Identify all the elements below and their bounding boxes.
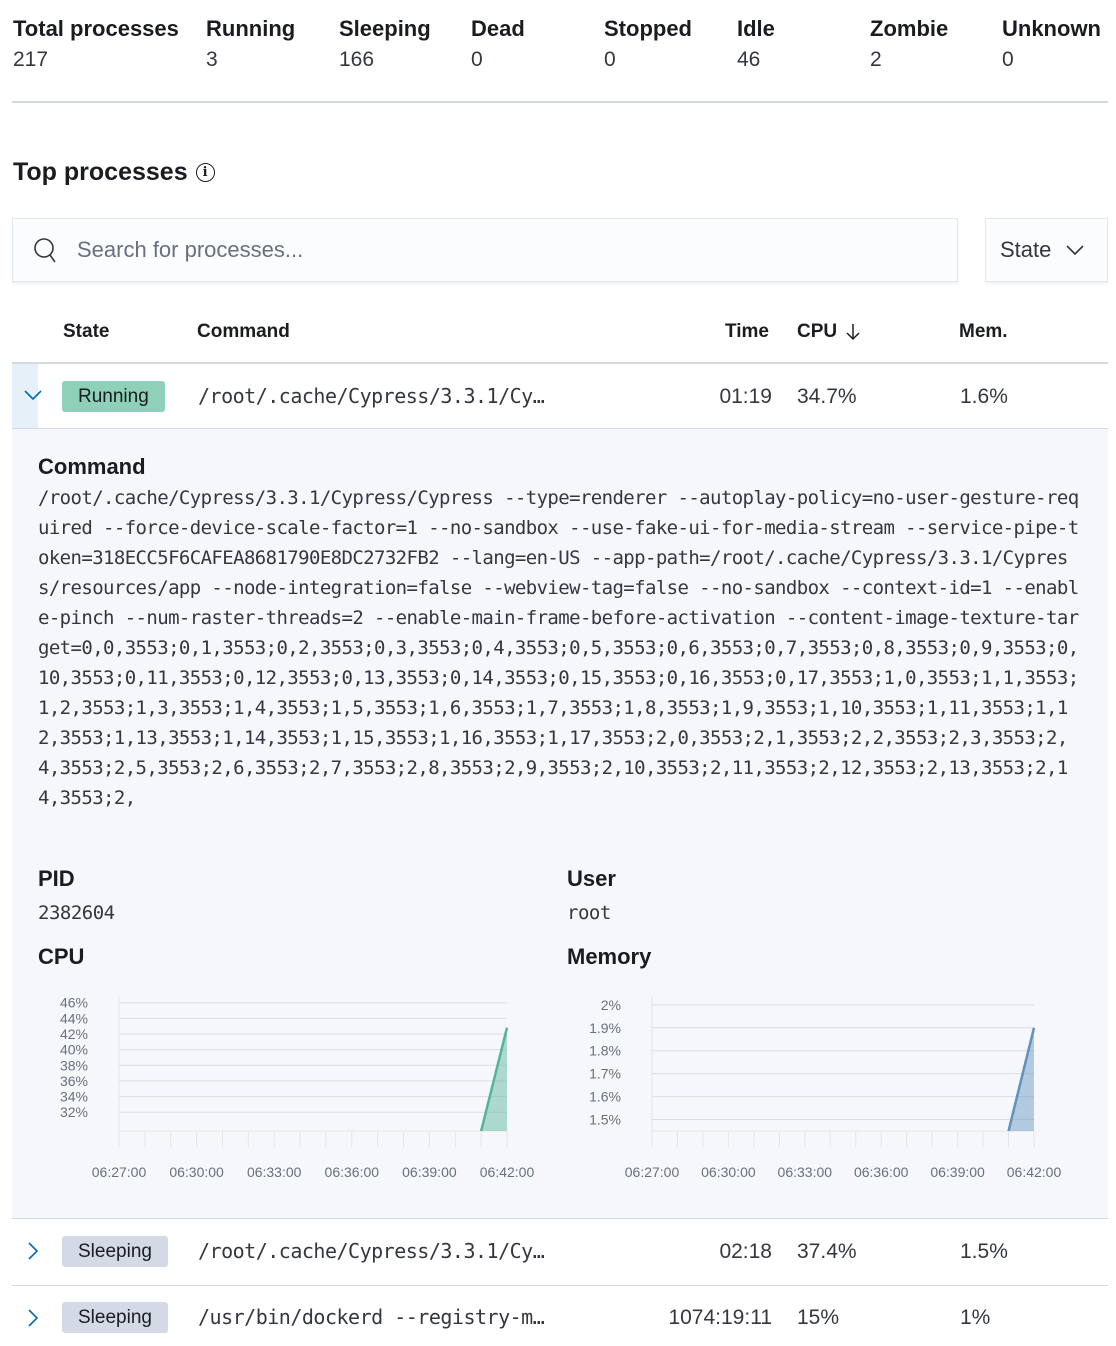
pid-value: 2382604: [38, 902, 115, 924]
command-cell: /root/.cache/Cypress/3.3.1/Cy…: [198, 1239, 545, 1263]
section-title: Top processes i: [13, 158, 215, 187]
y-tick-label: 38%: [60, 1057, 88, 1073]
summary-label: Stopped: [604, 16, 692, 41]
x-tick-label: 06:30:00: [169, 1164, 224, 1180]
full-command: /root/.cache/Cypress/3.3.1/Cypress/Cypre…: [38, 487, 1079, 809]
y-tick-label: 34%: [60, 1089, 88, 1105]
memory-chart-label: Memory: [567, 944, 652, 969]
search-icon: [34, 238, 56, 263]
command-cell: /usr/bin/dockerd --registry-m…: [198, 1305, 545, 1329]
cpu-cell: 15%: [797, 1306, 840, 1329]
summary-value: 3: [206, 48, 218, 71]
summary-value: 0: [604, 48, 616, 71]
table-row[interactable]: Running /root/.cache/Cypress/3.3.1/Cy… 0…: [12, 364, 1108, 429]
column-header-time[interactable]: Time: [725, 321, 770, 342]
expanded-row-stripe: [12, 364, 38, 429]
summary-label: Running: [206, 16, 296, 41]
cpu-cell: 37.4%: [797, 1240, 857, 1263]
summary-label: Zombie: [870, 16, 949, 41]
column-header-state[interactable]: State: [63, 321, 110, 342]
series-line: [479, 1027, 509, 1132]
summary-label: Total processes: [13, 16, 179, 41]
divider: [12, 1285, 1108, 1286]
x-tick-label: 06:42:00: [1007, 1164, 1062, 1180]
x-tick-label: 06:27:00: [92, 1164, 147, 1180]
state-filter-label: State: [1000, 237, 1052, 262]
column-header-command[interactable]: Command: [197, 321, 290, 342]
chevron-down-icon[interactable]: [23, 389, 43, 401]
divider: [12, 101, 1108, 103]
y-tick-label: 42%: [60, 1026, 88, 1042]
summary-label: Idle: [737, 16, 775, 41]
x-tick-label: 06:36:00: [325, 1164, 380, 1180]
pid-label: PID: [38, 866, 75, 891]
summary-value: 46: [737, 48, 761, 71]
x-tick-label: 06:27:00: [625, 1164, 680, 1180]
summary-value: 166: [339, 48, 375, 71]
time-cell: 02:18: [719, 1240, 772, 1263]
summary-value: 2: [870, 48, 882, 71]
divider: [12, 1218, 1108, 1219]
user-value: root: [567, 902, 611, 924]
x-tick-label: 06:36:00: [854, 1164, 909, 1180]
y-tick-label: 1.5%: [589, 1112, 621, 1128]
memory-chart: 1.5% 1.6% 1.7% 1.8% 1.9% 2% 06:27:00 06:30:00 06…: [589, 996, 1062, 1180]
time-cell: 1074:19:11: [668, 1306, 772, 1329]
table-row[interactable]: Sleeping /usr/bin/dockerd --registry-m… …: [12, 1286, 1108, 1346]
cpu-chart-label: CPU: [38, 944, 85, 969]
mem-cell: 1.6%: [960, 385, 1008, 408]
cpu-cell: 34.7%: [797, 385, 857, 408]
column-header-cpu[interactable]: CPU: [797, 321, 861, 343]
y-tick-label: 44%: [60, 1010, 88, 1026]
cpu-header-label: CPU: [797, 321, 838, 342]
command-cell: /root/.cache/Cypress/3.3.1/Cy…: [198, 384, 545, 408]
x-tick-label: 06:42:00: [480, 1164, 535, 1180]
cpu-chart: 32%34%36%38%40%42%44%46% 06:27:00 06:30:00…: [60, 995, 535, 1180]
x-tick-label: 06:33:00: [247, 1164, 302, 1180]
search-box: [12, 218, 958, 282]
table-row[interactable]: Sleeping /root/.cache/Cypress/3.3.1/Cy… …: [12, 1219, 1108, 1285]
process-details-panel: [12, 429, 1108, 1218]
y-tick-label: 1.7%: [589, 1066, 621, 1082]
x-tick-label: 06:39:00: [930, 1164, 985, 1180]
status-badge: Sleeping: [62, 1236, 168, 1267]
divider: [12, 428, 1108, 429]
mem-cell: 1%: [960, 1306, 991, 1329]
summary-value: 0: [471, 48, 483, 71]
x-tick-label: 06:39:00: [402, 1164, 457, 1180]
sort-descending-icon: [846, 324, 860, 341]
top-processes-title: Top processes: [13, 158, 188, 186]
summary-label: Dead: [471, 16, 525, 41]
divider: [12, 362, 1108, 364]
summary-value: 217: [13, 48, 49, 71]
y-tick-label: 2%: [601, 997, 621, 1013]
series-area: [1008, 1027, 1034, 1131]
chevron-right-icon[interactable]: [27, 1308, 39, 1328]
series-line: [1007, 1027, 1036, 1132]
mem-cell: 1.5%: [960, 1240, 1008, 1263]
y-tick-label: 1.6%: [589, 1089, 621, 1105]
summary-label: Unknown: [1002, 16, 1101, 41]
y-tick-label: 46%: [60, 995, 88, 1011]
command-label: Command: [38, 454, 146, 479]
chevron-right-icon[interactable]: [27, 1241, 39, 1261]
info-icon[interactable]: i: [195, 163, 215, 182]
y-tick-label: 1.9%: [589, 1020, 621, 1036]
y-tick-label: 32%: [60, 1104, 88, 1120]
y-tick-label: 1.8%: [589, 1043, 621, 1059]
search-input[interactable]: [77, 237, 877, 263]
time-cell: 01:19: [719, 385, 772, 408]
y-tick-label: 40%: [60, 1042, 88, 1058]
summary-value: 0: [1002, 48, 1014, 71]
status-badge: Sleeping: [62, 1302, 168, 1333]
x-tick-label: 06:33:00: [778, 1164, 833, 1180]
chevron-down-icon: [1066, 245, 1084, 256]
column-header-mem[interactable]: Mem.: [959, 321, 1008, 342]
x-tick-label: 06:30:00: [701, 1164, 756, 1180]
summary-label: Sleeping: [339, 16, 431, 41]
user-label: User: [567, 866, 616, 891]
status-badge: Running: [62, 381, 165, 412]
state-filter-button[interactable]: State: [985, 218, 1108, 282]
y-tick-label: 36%: [60, 1073, 88, 1089]
